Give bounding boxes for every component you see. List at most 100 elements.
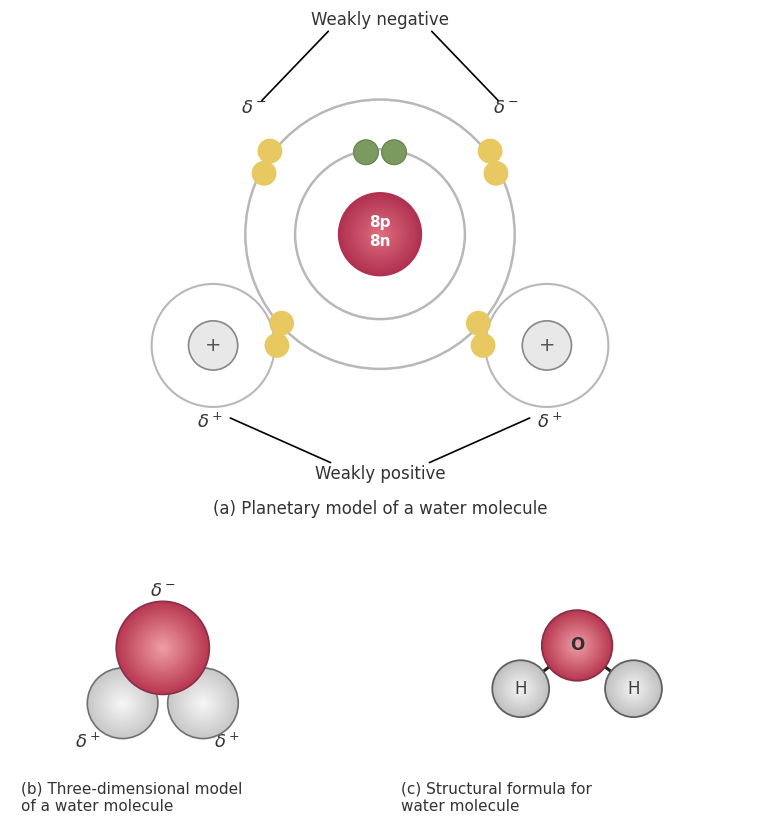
Text: Weakly positive: Weakly positive — [315, 465, 445, 484]
Circle shape — [93, 674, 152, 733]
Circle shape — [195, 695, 211, 712]
Circle shape — [467, 311, 490, 335]
Circle shape — [183, 683, 223, 723]
Text: O: O — [570, 636, 584, 654]
Circle shape — [201, 701, 205, 706]
Circle shape — [629, 684, 638, 694]
Circle shape — [352, 206, 408, 262]
Circle shape — [509, 677, 532, 700]
Circle shape — [553, 622, 600, 669]
Circle shape — [622, 677, 645, 700]
Circle shape — [353, 140, 378, 164]
Circle shape — [504, 672, 538, 706]
Circle shape — [149, 634, 177, 662]
Circle shape — [363, 217, 397, 251]
Circle shape — [375, 230, 385, 239]
Text: $\boldsymbol{\delta^-}$: $\boldsymbol{\delta^-}$ — [241, 100, 267, 118]
Circle shape — [608, 663, 659, 714]
Circle shape — [612, 667, 655, 711]
Circle shape — [627, 682, 640, 695]
Circle shape — [497, 665, 544, 712]
Circle shape — [564, 632, 590, 659]
Circle shape — [103, 683, 143, 723]
Circle shape — [192, 693, 214, 714]
Circle shape — [382, 140, 407, 164]
Circle shape — [150, 636, 176, 660]
Circle shape — [146, 631, 180, 665]
Circle shape — [616, 672, 651, 706]
Circle shape — [494, 662, 547, 715]
Circle shape — [370, 225, 390, 244]
Circle shape — [111, 691, 135, 715]
Circle shape — [265, 334, 289, 357]
Circle shape — [607, 662, 660, 715]
Circle shape — [344, 198, 416, 270]
Circle shape — [615, 670, 652, 708]
Circle shape — [611, 666, 656, 712]
Circle shape — [169, 669, 237, 738]
Circle shape — [613, 669, 654, 708]
Circle shape — [626, 681, 641, 696]
Circle shape — [112, 693, 133, 714]
Circle shape — [182, 682, 224, 725]
Circle shape — [362, 216, 398, 252]
Circle shape — [128, 614, 197, 682]
Circle shape — [121, 606, 204, 690]
Circle shape — [176, 676, 230, 730]
Circle shape — [365, 219, 395, 250]
Circle shape — [619, 673, 649, 704]
Circle shape — [572, 641, 582, 650]
Circle shape — [360, 215, 400, 254]
Circle shape — [606, 661, 661, 717]
Circle shape — [563, 632, 591, 659]
Circle shape — [88, 669, 157, 738]
Circle shape — [628, 683, 639, 694]
Circle shape — [96, 676, 150, 730]
Circle shape — [511, 679, 530, 699]
Circle shape — [100, 681, 145, 725]
Circle shape — [122, 608, 203, 688]
Circle shape — [502, 670, 540, 708]
Circle shape — [189, 690, 217, 717]
Circle shape — [104, 685, 141, 722]
Circle shape — [347, 202, 413, 266]
Text: (b) Three-dimensional model
of a water molecule: (b) Three-dimensional model of a water m… — [21, 781, 242, 814]
Circle shape — [619, 675, 648, 703]
Circle shape — [349, 203, 411, 266]
Circle shape — [620, 676, 647, 702]
Circle shape — [252, 162, 276, 185]
Circle shape — [133, 618, 192, 677]
Circle shape — [543, 611, 611, 680]
Circle shape — [377, 231, 383, 237]
Circle shape — [154, 639, 172, 657]
Text: $\boldsymbol{\delta^-}$: $\boldsymbol{\delta^-}$ — [493, 100, 519, 118]
Circle shape — [87, 668, 158, 739]
Circle shape — [196, 696, 210, 710]
Circle shape — [519, 687, 523, 690]
Circle shape — [155, 641, 170, 655]
Circle shape — [566, 635, 587, 656]
Circle shape — [568, 636, 587, 655]
Circle shape — [177, 677, 229, 729]
Text: $\boldsymbol{\delta^-}$: $\boldsymbol{\delta^-}$ — [150, 582, 176, 600]
Circle shape — [514, 682, 527, 695]
Circle shape — [355, 209, 405, 260]
Circle shape — [143, 627, 183, 668]
Circle shape — [114, 695, 131, 712]
Circle shape — [147, 632, 179, 663]
Circle shape — [184, 685, 222, 722]
Circle shape — [168, 668, 239, 739]
Circle shape — [549, 617, 606, 674]
Circle shape — [127, 612, 198, 684]
Circle shape — [506, 675, 535, 703]
Circle shape — [91, 672, 154, 735]
Circle shape — [345, 199, 415, 270]
Circle shape — [631, 685, 636, 691]
Circle shape — [493, 661, 548, 717]
Circle shape — [505, 673, 536, 704]
Circle shape — [510, 678, 531, 699]
Text: $\boldsymbol{\delta^+}$: $\boldsymbol{\delta^+}$ — [537, 412, 562, 431]
Circle shape — [116, 601, 209, 694]
Circle shape — [366, 220, 394, 248]
Circle shape — [202, 702, 204, 704]
